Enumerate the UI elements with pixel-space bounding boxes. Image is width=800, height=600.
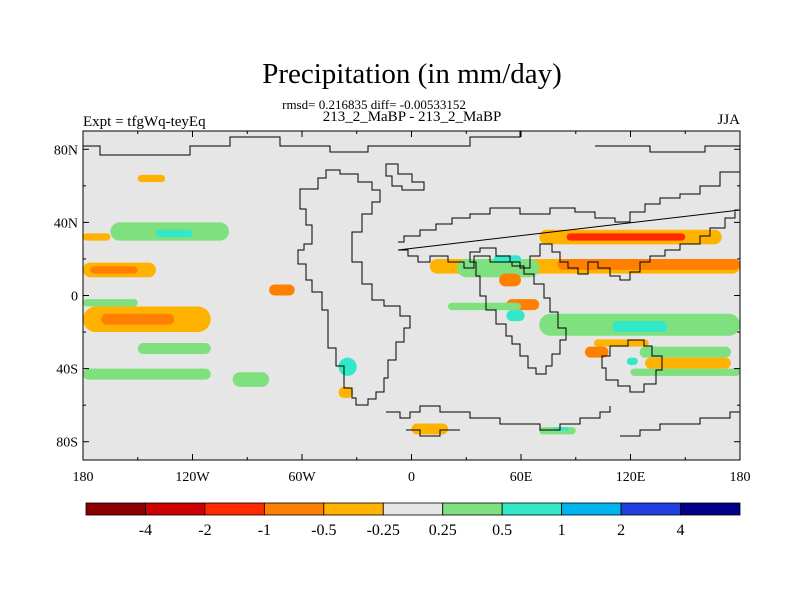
y-tick-label: 80S (56, 436, 78, 451)
season-label: JJA (717, 112, 740, 128)
anomaly-region-31 (630, 368, 740, 376)
anomaly-region-6 (83, 233, 111, 241)
anomaly-region-5 (156, 229, 193, 238)
colorbar-label: 1 (558, 522, 566, 539)
colorbar-swatch (145, 502, 206, 516)
coastline-north-pole (83, 131, 740, 156)
x-axis: 180 120W 60W 0 60E 120E 180 (73, 131, 751, 485)
coastline-greenland (385, 163, 425, 191)
anomaly-region-29 (645, 357, 731, 369)
y-tick-label: 40S (56, 363, 78, 378)
anomaly-region-16 (557, 258, 740, 270)
colorbar-swatch (85, 502, 146, 516)
anomaly-region-27 (584, 346, 609, 358)
colorbar-label: 4 (677, 522, 685, 539)
anomaly-region-32 (411, 423, 448, 435)
y-tick-label: 0 (71, 290, 78, 305)
colorbar-swatch (382, 502, 444, 516)
continent-outlines (83, 131, 741, 437)
x-tick-label: 120E (616, 470, 646, 485)
anomaly-region-30 (626, 357, 638, 365)
colorbar-label: -4 (139, 522, 152, 539)
colorbar-swatch (561, 502, 622, 516)
colorbar-label: -0.5 (311, 522, 336, 539)
anomaly-region-26 (594, 339, 649, 347)
anomaly-region-1 (90, 266, 138, 274)
anomaly-region-10 (137, 174, 166, 183)
colorbar-label: 0.25 (429, 522, 457, 539)
anomaly-region-9 (83, 368, 211, 380)
colorbar-swatch (620, 502, 681, 516)
x-tick-label: 60E (510, 470, 533, 485)
coastline-americas (297, 169, 411, 406)
stats-line: rmsd= 0.216835 diff= -0.00533152 (282, 97, 466, 112)
colorbar-swatch (442, 502, 503, 516)
colorbar: -4 -2 -1 -0.5 -0.25 0.25 0.5 1 2 4 (85, 502, 741, 539)
anomaly-region-11 (269, 284, 295, 296)
chart-subtitle: 213_2_MaBP - 213_2_MaBP (323, 109, 502, 125)
coastline-eurasia-africa (397, 171, 741, 375)
colorbar-label: -2 (198, 522, 211, 539)
experiment-label: Expt = tfgWq-teyEq (83, 114, 206, 130)
anomaly-region-3 (101, 313, 175, 325)
anomaly-region-35 (448, 302, 521, 311)
anomaly-region-13 (338, 357, 357, 376)
chart-title: Precipitation (in mm/day) (262, 58, 562, 90)
colorbar-label: -1 (258, 522, 271, 539)
colorbar-swatch (323, 502, 384, 516)
colorbar-label: 0.5 (492, 522, 512, 539)
x-tick-label: 0 (408, 470, 415, 485)
anomaly-region-25 (612, 321, 667, 333)
x-tick-label: 180 (73, 470, 94, 485)
anomaly-region-20 (493, 255, 521, 263)
anomaly-region-12 (232, 372, 270, 387)
anomaly-region-23 (506, 310, 525, 322)
anomaly-region-7 (83, 299, 138, 307)
y-axis: 80N 40N 0 40S 80S (54, 143, 740, 451)
colorbar-label: 2 (617, 522, 625, 539)
y-tick-label: 40N (54, 216, 78, 231)
coastline-antarctica (386, 405, 740, 437)
anomaly-region-28 (639, 346, 731, 358)
colorbar-swatch (263, 502, 325, 516)
anomaly-region-8 (137, 343, 211, 354)
anomaly-region-14 (338, 386, 354, 398)
anomaly-layer (83, 174, 740, 435)
colorbar-swatch (204, 502, 265, 516)
colorbar-swatch (680, 502, 741, 516)
x-tick-label: 60W (288, 470, 316, 485)
coastline-australia (601, 339, 663, 393)
colorbar-swatch (501, 502, 563, 516)
y-tick-label: 80N (54, 143, 78, 158)
x-tick-label: 120W (175, 470, 210, 485)
anomaly-region-21 (499, 273, 521, 287)
colorbar-label: -0.25 (367, 522, 400, 539)
anomaly-region-19 (457, 258, 540, 278)
anomaly-region-18 (566, 233, 686, 241)
map-background (83, 131, 740, 460)
x-tick-label: 180 (730, 470, 751, 485)
